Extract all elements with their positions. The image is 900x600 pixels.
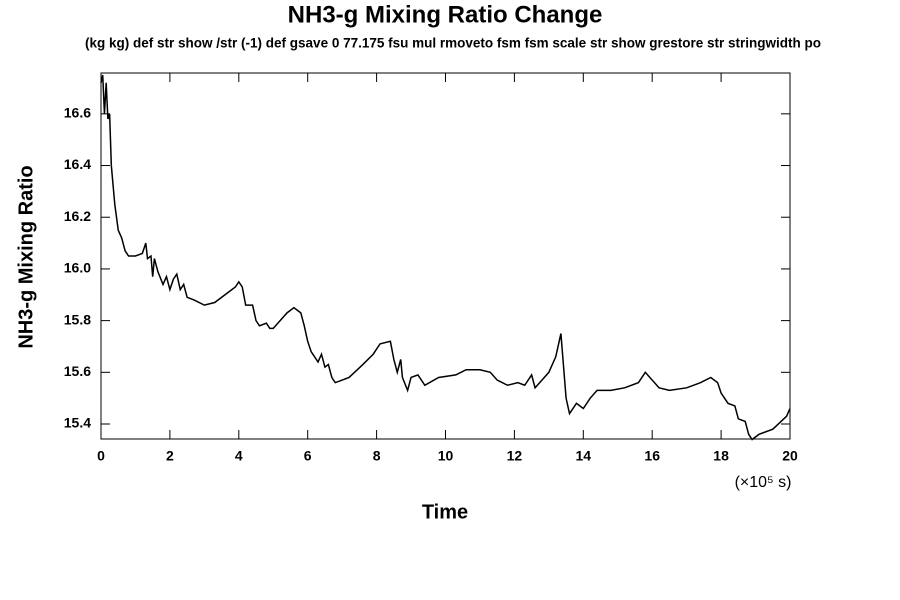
chart-title: NH3-g Mixing Ratio Change xyxy=(288,1,603,28)
y-tick-label: 16.0 xyxy=(64,260,91,276)
y-tick-label: 16.2 xyxy=(64,208,91,224)
chart-subtitle: (kg kg) def str show /str (-1) def gsave… xyxy=(85,36,821,51)
x-tick-label: 2 xyxy=(166,448,174,464)
y-tick-label: 15.8 xyxy=(64,311,91,327)
y-axis-label: NH3-g Mixing Ratio xyxy=(15,165,37,348)
x-tick-label: 14 xyxy=(576,448,592,464)
plot-frame xyxy=(100,72,791,440)
x-tick-label: 18 xyxy=(713,448,729,464)
x-tick-label: 12 xyxy=(507,448,523,464)
x-tick-label: 0 xyxy=(97,448,105,464)
x-unit: (×10⁵ s) xyxy=(735,474,792,491)
data-line xyxy=(100,74,791,441)
x-tick-label: 10 xyxy=(438,448,454,464)
y-tick-label: 16.6 xyxy=(64,105,91,121)
x-tick-label: 16 xyxy=(644,448,660,464)
y-tick-label: 15.6 xyxy=(64,363,91,379)
x-tick-label: 6 xyxy=(304,448,312,464)
x-tick-label: 20 xyxy=(782,448,798,464)
x-tick-label: 4 xyxy=(235,448,243,464)
x-tick-label: 8 xyxy=(373,448,381,464)
y-tick-label: 15.4 xyxy=(64,415,91,431)
y-tick-label: 16.4 xyxy=(64,156,91,172)
x-axis-label: Time xyxy=(422,501,468,523)
